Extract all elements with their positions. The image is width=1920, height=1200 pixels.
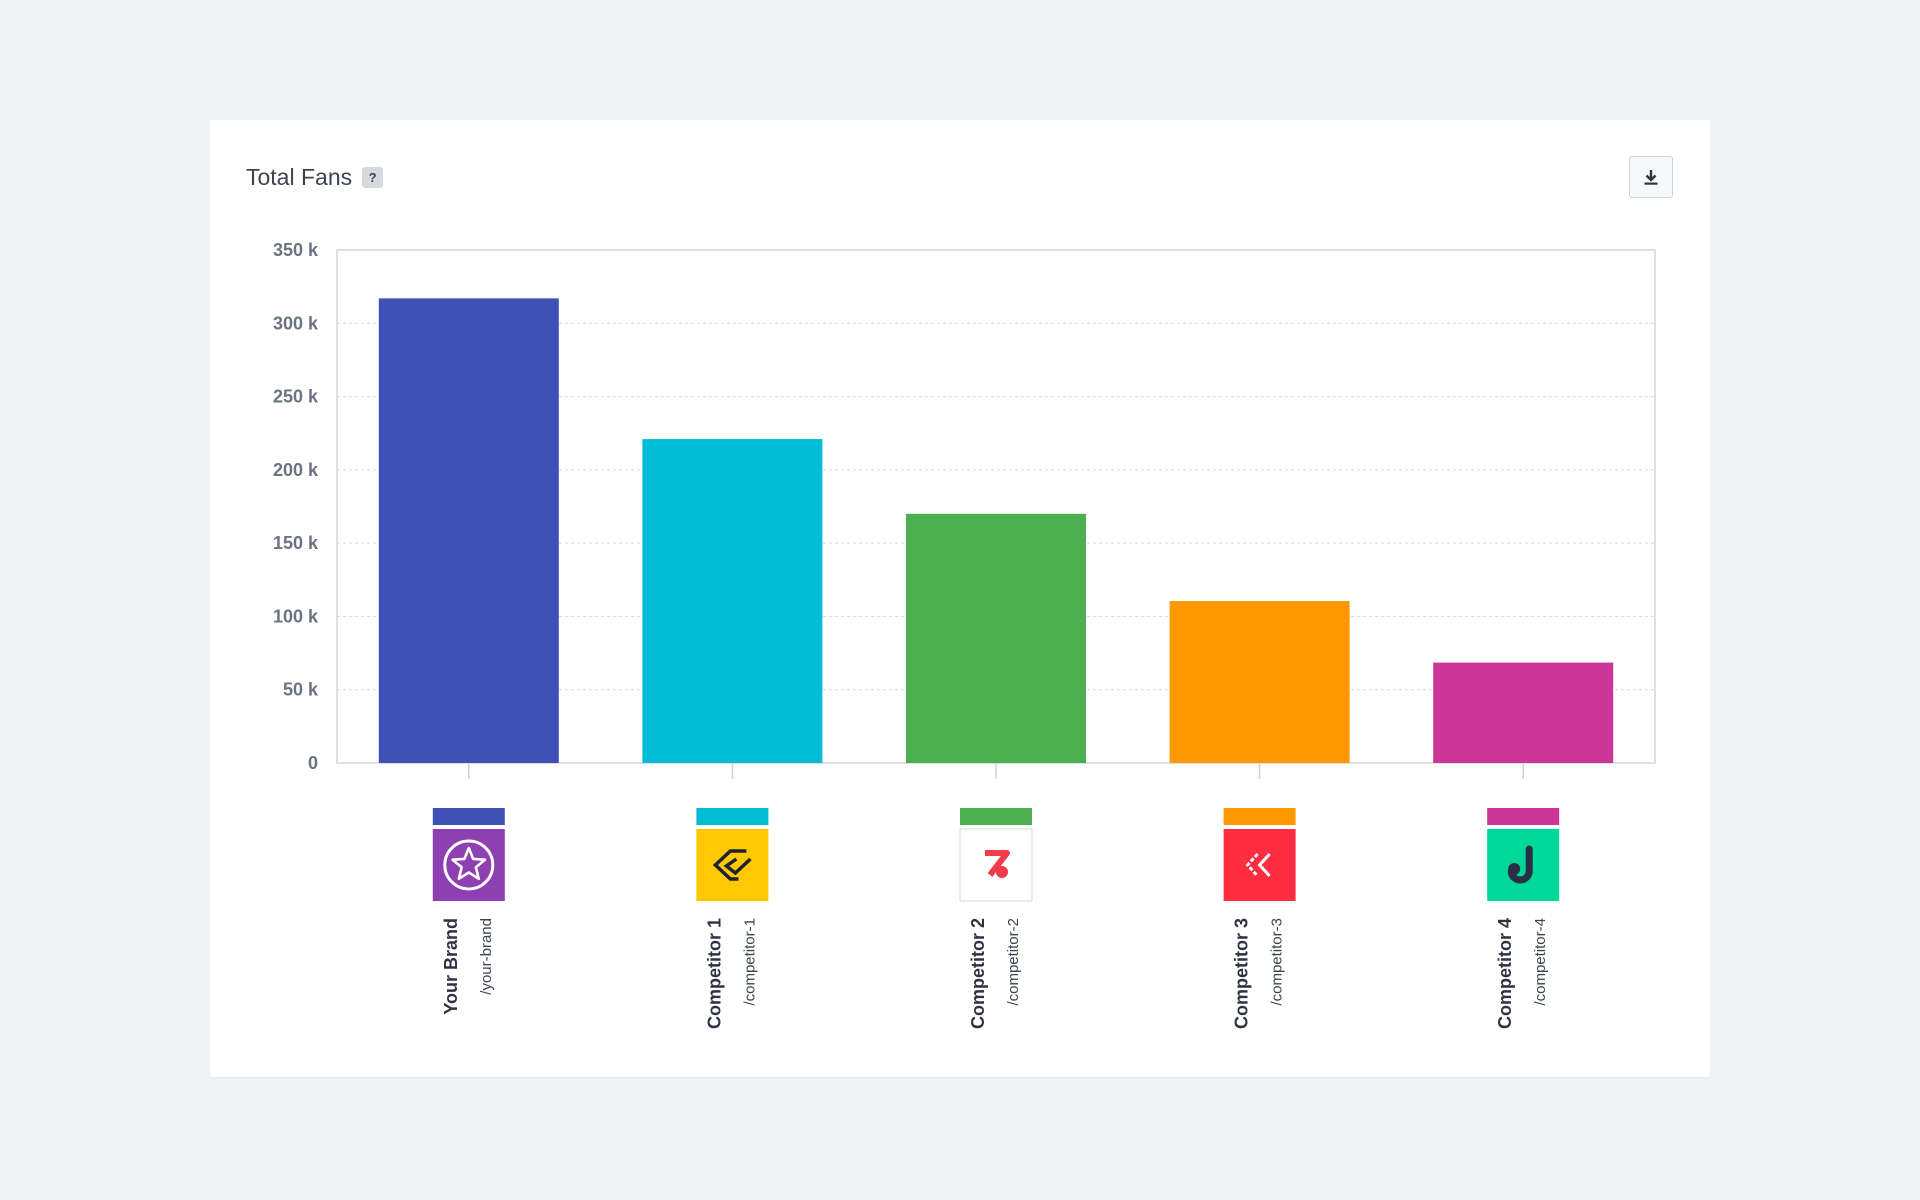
category-label: Competitor 4 bbox=[1495, 918, 1515, 1029]
bar-4[interactable] bbox=[1169, 601, 1350, 763]
y-tick-label: 300 k bbox=[273, 313, 319, 333]
download-button[interactable] bbox=[1629, 156, 1673, 198]
bar-1[interactable] bbox=[378, 298, 559, 763]
category-label: Competitor 1 bbox=[704, 918, 724, 1029]
download-icon bbox=[1644, 170, 1658, 185]
legend-swatch bbox=[696, 808, 769, 825]
y-tick-label: 250 k bbox=[273, 387, 319, 407]
bar-2[interactable] bbox=[642, 439, 823, 763]
chevron-logo-icon bbox=[696, 829, 769, 901]
category-handle: /competitor-2 bbox=[1005, 918, 1022, 1006]
card-title: Total Fans bbox=[246, 164, 353, 190]
legend-swatch bbox=[1487, 808, 1560, 825]
bar-chart: 0 50 k 100 k 150 k 200 k 250 k 300 k 350 k Your … bbox=[273, 240, 1656, 1029]
category-handle: /your-brand bbox=[478, 918, 495, 995]
help-icon[interactable]: ? bbox=[362, 167, 384, 188]
y-tick-label: 50 k bbox=[283, 680, 319, 700]
y-tick-label: 0 bbox=[308, 753, 318, 773]
y-tick-label: 200 k bbox=[273, 460, 319, 480]
category-label: Your Brand bbox=[441, 918, 461, 1015]
z-logo-icon bbox=[959, 828, 1033, 902]
legend-swatch bbox=[1223, 808, 1296, 825]
total-fans-card: Total Fans ? 0 50 k 100 k 150 k 200 k 250 k 30… bbox=[210, 120, 1710, 1077]
card-header: Total Fans ? bbox=[246, 164, 384, 191]
bar-3[interactable] bbox=[906, 513, 1086, 763]
category-label: Competitor 2 bbox=[968, 918, 988, 1029]
category-handle: /competitor-4 bbox=[1532, 918, 1549, 1006]
j-logo-icon bbox=[1487, 829, 1560, 901]
category-handle: /competitor-3 bbox=[1269, 918, 1286, 1006]
double-chevron-logo-icon bbox=[1223, 829, 1296, 901]
y-tick-label: 100 k bbox=[273, 606, 319, 626]
legend-swatch bbox=[960, 808, 1032, 825]
y-tick-label: 150 k bbox=[273, 533, 319, 553]
bar-5[interactable] bbox=[1433, 662, 1614, 763]
y-tick-label: 350 k bbox=[273, 240, 319, 260]
category-handle: /competitor-1 bbox=[741, 918, 758, 1006]
category-label: Competitor 3 bbox=[1232, 918, 1252, 1029]
legend-swatch bbox=[432, 808, 505, 825]
star-icon bbox=[432, 829, 505, 901]
